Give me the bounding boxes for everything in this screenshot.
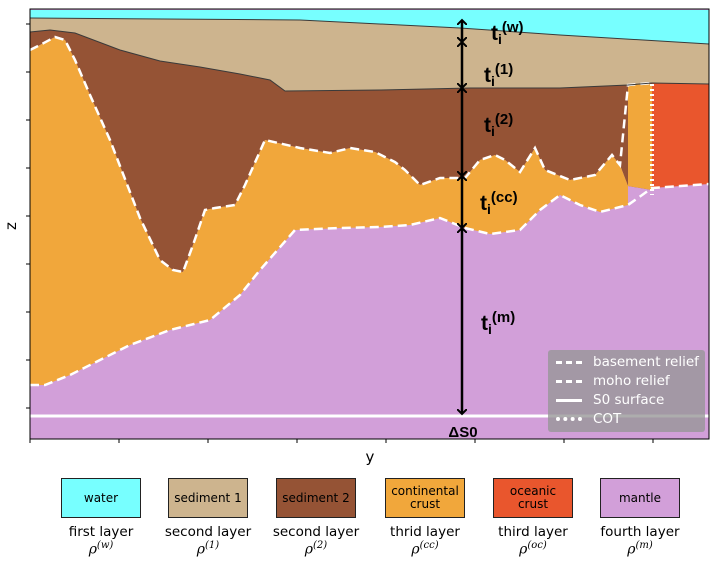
continental-crust-layer [30, 37, 652, 385]
sediment1-thickness-label: ti(1) [484, 61, 513, 89]
legend-label: COT [593, 411, 622, 427]
layer-label: second layer [272, 524, 360, 540]
basement-relief-line [29, 35, 653, 274]
density-label: ρ(oc) [519, 540, 547, 558]
layer-label: second layer [164, 524, 252, 540]
density-label: ρ(w) [88, 540, 114, 558]
swatch-label: crust [409, 497, 441, 511]
legend-entry-basement: basement relief [556, 353, 699, 371]
swatch-label: sediment 2 [282, 490, 350, 505]
density-label: ρ(m) [627, 540, 653, 558]
layer-label: third layer [498, 524, 568, 540]
legend-entry-s0: S0 surface [556, 391, 664, 409]
swatch-continental-crust: continental crust [385, 478, 465, 518]
swatch-sediment1: sediment 1 [168, 478, 248, 518]
swatch-sediment2: sediment 2 [276, 478, 356, 518]
plot-frame [29, 8, 710, 440]
oceanic-crust-layer [652, 83, 709, 188]
water-thickness-label: ti(w) [491, 19, 524, 47]
water-layer [30, 10, 709, 44]
swatch-oceanic-crust: oceanic crust [493, 478, 573, 518]
x-axis-label: y [366, 448, 375, 466]
swatch-water: water [61, 478, 141, 518]
legend-entry-cot: COT [556, 410, 621, 428]
swatch-mantle: mantle [600, 478, 680, 518]
layer-label: first layer [68, 524, 134, 540]
sediment2-layer [30, 30, 652, 272]
swatch-label: mantle [618, 490, 662, 505]
density-label: ρ(cc) [411, 540, 439, 558]
legend-dashed-line [556, 379, 582, 383]
legend-label: moho relief [593, 373, 670, 389]
legend-label: basement relief [593, 354, 699, 370]
layer-label: thrid layer [390, 524, 460, 540]
legend-dotted-line [556, 417, 582, 421]
delta-s0-label: ΔS0 [448, 424, 477, 441]
moho-relief-line [30, 182, 710, 387]
y-axis-label: z [2, 222, 20, 230]
legend-label: S0 surface [593, 392, 665, 408]
legend-dashed-line [556, 360, 582, 364]
mantle-thickness-label: ti(m) [481, 309, 515, 337]
legend-entry-moho: moho relief [556, 372, 670, 390]
layer-label: fourth layer [600, 524, 680, 540]
legend: basement relief moho relief S0 surface C… [548, 350, 705, 432]
swatch-label: continental [391, 484, 459, 498]
crust-thickness-label: ti(cc) [480, 189, 518, 217]
swatch-label: oceanic [509, 484, 557, 498]
sediment2-thickness-label: ti(2) [484, 111, 513, 139]
legend-solid-line [556, 398, 582, 402]
density-label: ρ(1) [196, 540, 220, 558]
swatch-label: water [83, 490, 119, 505]
density-label: ρ(2) [304, 540, 328, 558]
swatch-label: crust [517, 497, 549, 511]
swatch-label: sediment 1 [174, 490, 242, 505]
sediment1-layer [30, 18, 709, 91]
